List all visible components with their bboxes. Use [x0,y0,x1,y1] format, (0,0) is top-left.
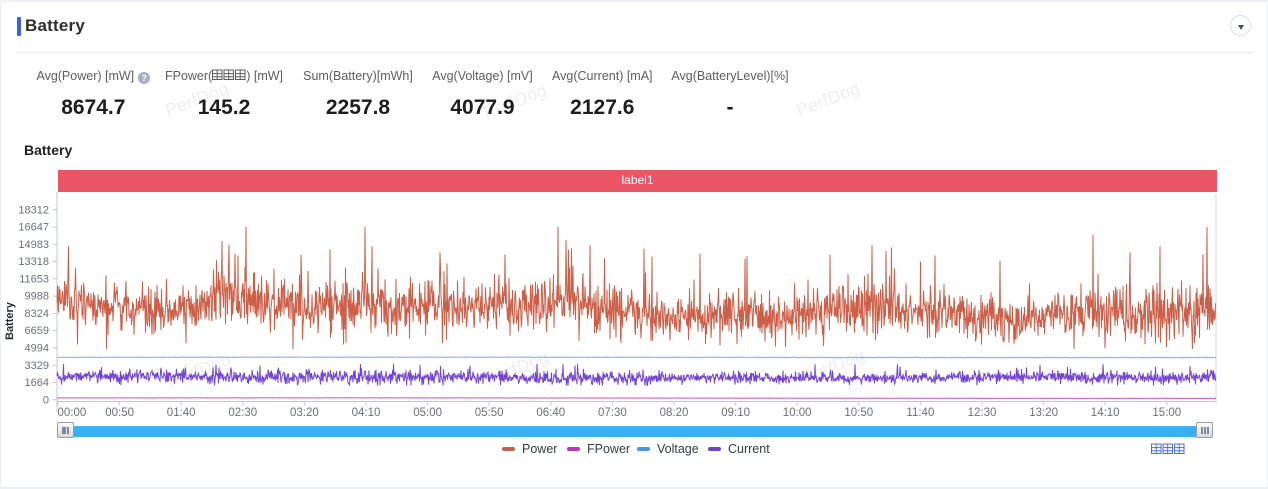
svg-text:00:50: 00:50 [105,407,134,419]
svg-text:13:20: 13:20 [1029,407,1058,419]
svg-text:9988: 9988 [25,291,49,303]
svg-text:07:30: 07:30 [598,407,627,419]
svg-text:10:00: 10:00 [783,407,812,419]
svg-text:4994: 4994 [25,343,49,355]
svg-text:04:10: 04:10 [352,407,381,419]
svg-text:14:10: 14:10 [1091,407,1120,419]
svg-text:10:50: 10:50 [844,407,873,419]
svg-text:08:20: 08:20 [660,407,689,419]
svg-text:00:00: 00:00 [58,407,87,419]
svg-text:Battery: Battery [4,301,16,340]
svg-text:11653: 11653 [19,273,49,285]
svg-text:3329: 3329 [25,360,49,372]
svg-text:01:40: 01:40 [167,407,196,419]
svg-text:18312: 18312 [18,204,49,216]
svg-text:11:40: 11:40 [906,407,934,419]
svg-text:6659: 6659 [25,325,49,337]
svg-text:12:30: 12:30 [968,407,997,419]
svg-text:14983: 14983 [18,239,49,251]
svg-text:8324: 8324 [25,308,49,320]
svg-text:0: 0 [43,394,49,406]
svg-text:13318: 13318 [18,256,49,268]
svg-text:05:50: 05:50 [475,407,504,419]
svg-text:02:30: 02:30 [228,407,257,419]
svg-text:15:00: 15:00 [1152,407,1181,419]
svg-text:09:10: 09:10 [721,407,750,419]
svg-text:16647: 16647 [18,222,49,234]
svg-text:06:40: 06:40 [536,407,565,419]
svg-text:05:00: 05:00 [413,407,442,419]
svg-text:03:20: 03:20 [290,407,319,419]
svg-text:1664: 1664 [25,377,49,389]
